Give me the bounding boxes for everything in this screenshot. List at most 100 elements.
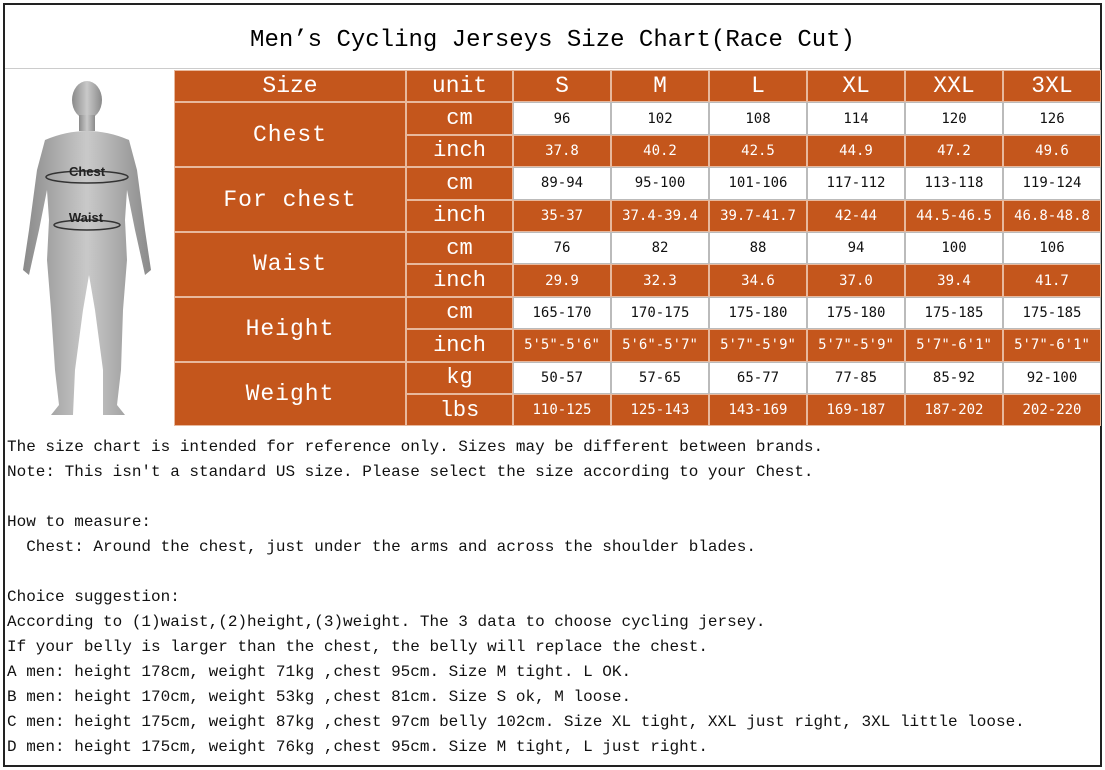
note-line: According to (1)waist,(2)height,(3)weigh… bbox=[7, 613, 766, 631]
frame bbox=[3, 3, 1102, 767]
unit-cell: kg bbox=[406, 361, 513, 394]
value-cell: 175-185 bbox=[1003, 296, 1101, 330]
value-cell: 94 bbox=[807, 232, 905, 265]
note-line: Chest: Around the chest, just under the … bbox=[7, 538, 756, 556]
value-cell: 170-175 bbox=[611, 296, 709, 330]
value-cell: 89-94 bbox=[513, 167, 611, 200]
value-cell: 40.2 bbox=[611, 134, 709, 168]
unit-cell: inch bbox=[406, 134, 513, 168]
value-cell: 37.0 bbox=[807, 264, 905, 297]
note-line: Choice suggestion: bbox=[7, 588, 180, 606]
value-cell: 95-100 bbox=[611, 167, 709, 200]
value-cell: 57-65 bbox=[611, 361, 709, 394]
title-rule bbox=[5, 68, 1100, 69]
row-label: Height bbox=[174, 296, 406, 362]
row-label: For chest bbox=[174, 167, 406, 232]
header-cell: S bbox=[513, 70, 611, 103]
value-cell: 76 bbox=[513, 232, 611, 265]
value-cell: 50-57 bbox=[513, 361, 611, 394]
value-cell: 202-220 bbox=[1003, 394, 1101, 427]
value-cell: 39.4 bbox=[905, 264, 1003, 297]
header-cell: XL bbox=[807, 70, 905, 103]
value-cell: 113-118 bbox=[905, 167, 1003, 200]
unit-cell: inch bbox=[406, 199, 513, 232]
value-cell: 106 bbox=[1003, 232, 1101, 265]
value-cell: 37.8 bbox=[513, 134, 611, 168]
value-cell: 5'7"-5'9" bbox=[709, 329, 807, 362]
note-line: Note: This isn't a standard US size. Ple… bbox=[7, 463, 814, 481]
value-cell: 5'7"-5'9" bbox=[807, 329, 905, 362]
value-cell: 5'7"-6'1" bbox=[1003, 329, 1101, 362]
value-cell: 46.8-48.8 bbox=[1003, 199, 1101, 232]
value-cell: 92-100 bbox=[1003, 361, 1101, 394]
value-cell: 44.9 bbox=[807, 134, 905, 168]
header-cell: M bbox=[611, 70, 709, 103]
header-cell: unit bbox=[406, 70, 513, 103]
value-cell: 42.5 bbox=[709, 134, 807, 168]
header-cell: 3XL bbox=[1003, 70, 1101, 103]
title: Men’s Cycling Jerseys Size Chart(Race Cu… bbox=[250, 26, 855, 54]
value-cell: 175-180 bbox=[807, 296, 905, 330]
value-cell: 29.9 bbox=[513, 264, 611, 297]
value-cell: 35-37 bbox=[513, 199, 611, 232]
value-cell: 110-125 bbox=[513, 394, 611, 427]
figure-label: Waist bbox=[69, 210, 104, 225]
row-label: Chest bbox=[174, 102, 406, 168]
value-cell: 44.5-46.5 bbox=[905, 199, 1003, 232]
value-cell: 117-112 bbox=[807, 167, 905, 200]
note-line: If your belly is larger than the chest, … bbox=[7, 638, 708, 656]
value-cell: 65-77 bbox=[709, 361, 807, 394]
value-cell: 77-85 bbox=[807, 361, 905, 394]
value-cell: 49.6 bbox=[1003, 134, 1101, 168]
unit-cell: cm bbox=[406, 296, 513, 330]
unit-cell: inch bbox=[406, 264, 513, 297]
unit-cell: cm bbox=[406, 102, 513, 135]
value-cell: 39.7-41.7 bbox=[709, 199, 807, 232]
value-cell: 187-202 bbox=[905, 394, 1003, 427]
note-line: A men: height 178cm, weight 71kg ,chest … bbox=[7, 663, 632, 681]
note-line: D men: height 175cm, weight 76kg ,chest … bbox=[7, 738, 708, 756]
header-cell: L bbox=[709, 70, 807, 103]
value-cell: 108 bbox=[709, 102, 807, 135]
value-cell: 47.2 bbox=[905, 134, 1003, 168]
value-cell: 125-143 bbox=[611, 394, 709, 427]
unit-cell: lbs bbox=[406, 394, 513, 427]
note-line: How to measure: bbox=[7, 513, 152, 531]
value-cell: 32.3 bbox=[611, 264, 709, 297]
header-cell: Size bbox=[174, 70, 406, 103]
value-cell: 114 bbox=[807, 102, 905, 135]
row-label: Waist bbox=[174, 232, 406, 297]
value-cell: 101-106 bbox=[709, 167, 807, 200]
value-cell: 102 bbox=[611, 102, 709, 135]
value-cell: 88 bbox=[709, 232, 807, 265]
value-cell: 119-124 bbox=[1003, 167, 1101, 200]
value-cell: 82 bbox=[611, 232, 709, 265]
value-cell: 126 bbox=[1003, 102, 1101, 135]
unit-cell: cm bbox=[406, 232, 513, 265]
header-cell: XXL bbox=[905, 70, 1003, 103]
value-cell: 96 bbox=[513, 102, 611, 135]
body-figure: Chest Waist bbox=[23, 81, 151, 415]
note-line: B men: height 170cm, weight 53kg ,chest … bbox=[7, 688, 632, 706]
value-cell: 120 bbox=[905, 102, 1003, 135]
unit-cell: cm bbox=[406, 167, 513, 200]
note-line: The size chart is intended for reference… bbox=[7, 438, 824, 456]
value-cell: 5'6"-5'7" bbox=[611, 329, 709, 362]
value-cell: 85-92 bbox=[905, 361, 1003, 394]
value-cell: 175-180 bbox=[709, 296, 807, 330]
value-cell: 169-187 bbox=[807, 394, 905, 427]
value-cell: 34.6 bbox=[709, 264, 807, 297]
figure-label: Chest bbox=[69, 164, 106, 179]
value-cell: 41.7 bbox=[1003, 264, 1101, 297]
value-cell: 5'5"-5'6" bbox=[513, 329, 611, 362]
value-cell: 37.4-39.4 bbox=[611, 199, 709, 232]
row-label: Weight bbox=[174, 361, 406, 427]
value-cell: 143-169 bbox=[709, 394, 807, 427]
value-cell: 175-185 bbox=[905, 296, 1003, 330]
value-cell: 100 bbox=[905, 232, 1003, 265]
value-cell: 5'7"-6'1" bbox=[905, 329, 1003, 362]
unit-cell: inch bbox=[406, 329, 513, 362]
value-cell: 165-170 bbox=[513, 296, 611, 330]
note-line: C men: height 175cm, weight 87kg ,chest … bbox=[7, 713, 1025, 731]
